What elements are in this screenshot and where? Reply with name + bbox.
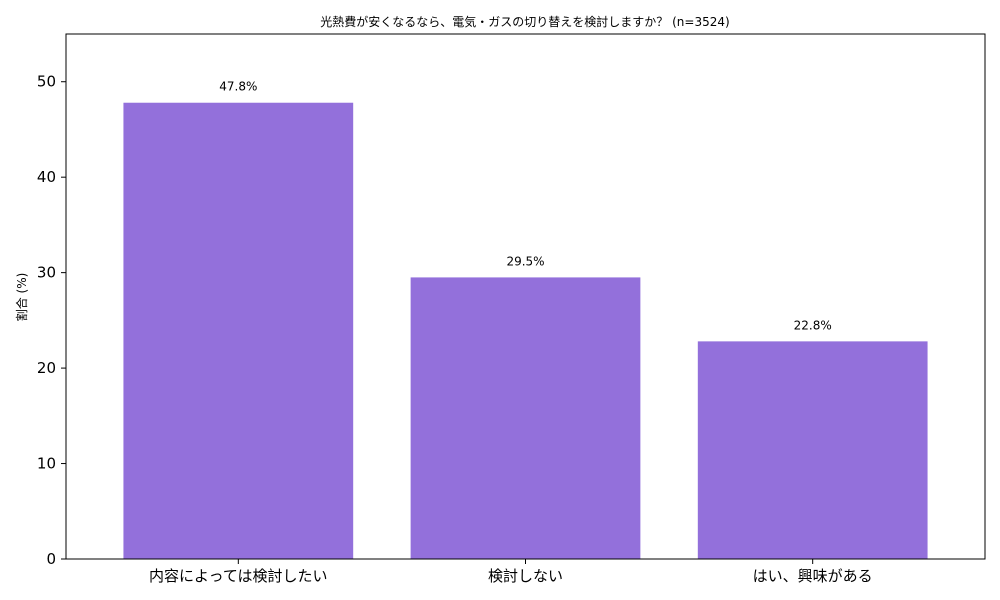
y-tick-label-1: 10	[37, 455, 56, 473]
bar-2	[697, 341, 928, 559]
y-tick-label-4: 40	[37, 168, 56, 186]
x-tick-label-0: 内容によっては検討したい	[149, 567, 328, 585]
y-axis-label: 割合 (%)	[14, 273, 29, 322]
y-tick-label-5: 50	[37, 73, 56, 91]
y-tick-label-0: 0	[46, 550, 56, 568]
data-label-1: 29.5%	[506, 254, 544, 268]
bars-layer: 47.8% 29.5% 22.8%	[123, 80, 928, 560]
x-tick-label-2: はい、興味がある	[753, 567, 873, 585]
y-tick-label-2: 20	[37, 359, 56, 377]
y-tick-label-3: 30	[37, 264, 56, 282]
ticks-layer: 内容によっては検討したい 検討しない はい、興味がある 0 10 20 30 40 50	[37, 73, 873, 585]
bar-1	[410, 277, 641, 559]
bar-0	[123, 102, 354, 560]
data-label-2: 22.8%	[794, 318, 832, 332]
data-label-0: 47.8%	[219, 80, 257, 94]
chart-title: 光熱費が安くなるなら、電気・ガスの切り替えを検討しますか？ (n=3524)	[320, 14, 729, 29]
x-tick-label-1: 検討しない	[488, 567, 563, 585]
plot-area-frame	[65, 33, 986, 560]
